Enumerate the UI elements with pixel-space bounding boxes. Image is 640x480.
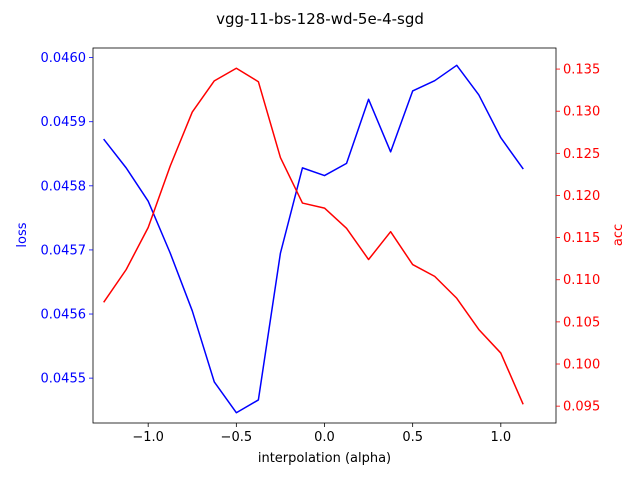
left-tick-label: 0.0455 bbox=[41, 372, 87, 387]
x-axis-title: interpolation (alpha) bbox=[258, 451, 391, 466]
right-axis-title: acc bbox=[611, 224, 626, 246]
left-tick-label: 0.0460 bbox=[41, 51, 87, 66]
right-tick-label: 0.135 bbox=[563, 63, 600, 78]
chart-title: vgg-11-bs-128-wd-5e-4-sgd bbox=[216, 10, 424, 28]
acc-series-line bbox=[103, 67, 524, 405]
x-tick-label: −0.5 bbox=[221, 430, 253, 445]
left-tick-label: 0.0459 bbox=[41, 115, 87, 130]
x-tick-label: 0.0 bbox=[314, 430, 335, 445]
right-tick-label: 0.100 bbox=[563, 358, 600, 373]
right-tick-label: 0.120 bbox=[563, 189, 600, 204]
right-tick-label: 0.105 bbox=[563, 315, 600, 330]
x-tick-label: 0.5 bbox=[402, 430, 423, 445]
right-tick-label: 0.125 bbox=[563, 147, 600, 162]
x-tick-label: 1.0 bbox=[490, 430, 511, 445]
right-tick-label: 0.130 bbox=[563, 105, 600, 120]
left-tick-label: 0.0456 bbox=[41, 308, 87, 323]
left-axis-title: loss bbox=[15, 222, 30, 247]
right-tick-label: 0.110 bbox=[563, 273, 600, 288]
loss-series-line bbox=[103, 64, 524, 414]
left-tick-label: 0.0457 bbox=[41, 243, 87, 258]
left-tick-label: 0.0458 bbox=[41, 179, 87, 194]
right-tick-label: 0.095 bbox=[563, 400, 600, 415]
right-tick-label: 0.115 bbox=[563, 231, 600, 246]
plot-area: −1.0 −0.5 0.0 0.5 1.0 0.0455 0.0456 0.0457 0.045… bbox=[41, 47, 600, 445]
x-tick-label: −1.0 bbox=[132, 430, 164, 445]
